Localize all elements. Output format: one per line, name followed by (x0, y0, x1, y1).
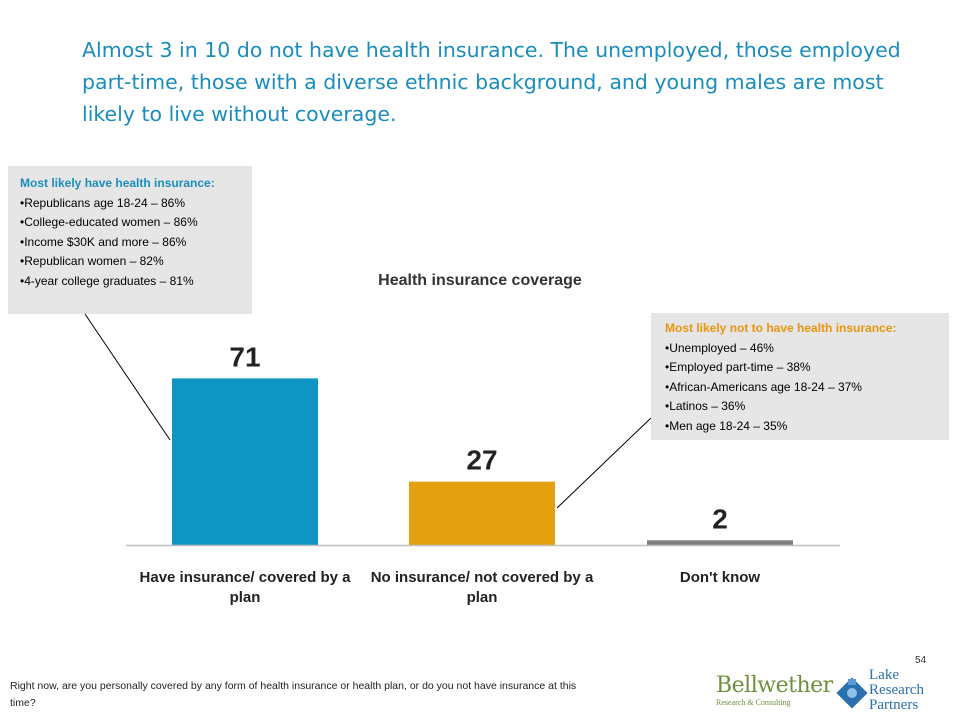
callout-item: Republican women – 82% (20, 252, 242, 272)
logo-text-line: Research (869, 682, 924, 698)
category-label: plan (467, 589, 498, 606)
puzzle-piece-icon (836, 677, 868, 709)
callout-leader-line-insured (84, 313, 171, 441)
category-label: Have insurance/ covered by a (140, 569, 352, 586)
callout-item: Income $30K and more – 86% (20, 233, 242, 253)
bar-3 (647, 540, 793, 545)
page-number: 54 (915, 655, 927, 666)
callout-item: Men age 18-24 – 35% (665, 417, 941, 437)
lake-research-partners-logo: Lake Research Partners (835, 668, 955, 716)
logo-text-line: Lake (869, 667, 899, 683)
category-label: No insurance/ not covered by a (371, 569, 594, 586)
bellwether-logo-name: Bellwether (716, 673, 833, 698)
category-label: plan (230, 589, 261, 606)
chart-title: Health insurance coverage (378, 272, 582, 289)
callout-item: African-Americans age 18-24 – 37% (665, 378, 941, 398)
category-label: Don't know (680, 569, 761, 586)
callout-item: Latinos – 36% (665, 397, 941, 417)
bar-value-label: 27 (466, 445, 497, 476)
bellwether-logo: Bellwether Research & Consulting (716, 673, 833, 714)
callout-item: Employed part-time – 38% (665, 358, 941, 378)
callout-title: Most likely have health insurance: (20, 176, 215, 190)
bar-value-label: 2 (712, 503, 728, 534)
logo-text-line: Partners (869, 697, 919, 713)
callout-list: Republicans age 18-24 – 86% College-educ… (20, 194, 242, 292)
survey-question-footnote: Right now, are you personally covered by… (10, 680, 577, 709)
lake-research-partners-logo-text: Lake Research Partners (869, 668, 924, 713)
callout-item: Republicans age 18-24 – 86% (20, 194, 242, 214)
bar-2 (409, 481, 555, 545)
callout-most-likely-uninsured: Most likely not to have health insurance… (651, 313, 949, 440)
bar-1 (172, 378, 318, 545)
callout-title: Most likely not to have health insurance… (665, 321, 897, 335)
slide-headline: Almost 3 in 10 do not have health insura… (82, 38, 901, 126)
bellwether-logo-subtitle: Research & Consulting (716, 698, 791, 707)
callout-item: College-educated women – 86% (20, 213, 242, 233)
callout-most-likely-insured: Most likely have health insurance: Repub… (8, 166, 252, 314)
callout-list: Unemployed – 46% Employed part-time – 38… (665, 339, 941, 437)
callout-item: 4-year college graduates – 81% (20, 272, 242, 292)
callout-leader-line-uninsured (556, 417, 652, 509)
bar-value-label: 71 (229, 341, 260, 372)
callout-item: Unemployed – 46% (665, 339, 941, 359)
